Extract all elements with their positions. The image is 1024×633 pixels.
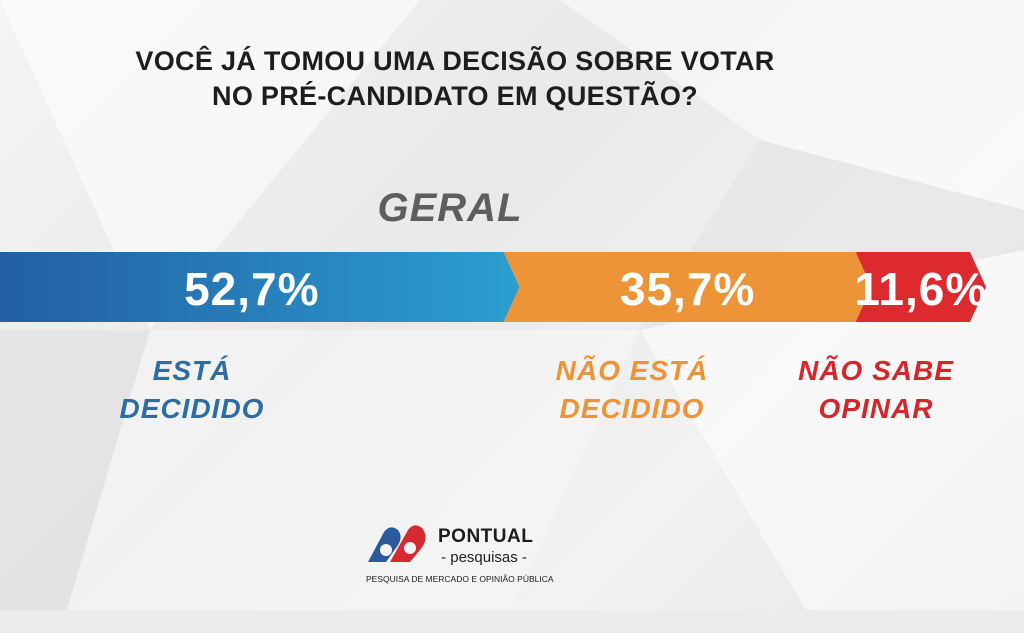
bar-segment-nao-decidido bbox=[503, 252, 872, 322]
category-label-decidido: ESTÁ DECIDIDO bbox=[82, 352, 302, 428]
category-label-nao-sabe-line1: NÃO SABE bbox=[798, 355, 954, 386]
stacked-bar bbox=[0, 252, 986, 322]
logo-tagline: PESQUISA DE MERCADO E OPINIÃO PÚBLICA bbox=[366, 574, 554, 584]
bar-segment-decidido bbox=[0, 252, 520, 322]
category-label-nao-decidido-line1: NÃO ESTÁ bbox=[555, 355, 709, 386]
chart-title: VOCÊ JÁ TOMOU UMA DECISÃO SOBRE VOTAR NO… bbox=[60, 44, 850, 114]
category-label-decidido-line1: ESTÁ bbox=[152, 355, 232, 386]
bar-segment-nao-sabe bbox=[855, 252, 986, 322]
title-line-2: NO PRÉ-CANDIDATO EM QUESTÃO? bbox=[212, 81, 698, 111]
category-label-nao-decidido: NÃO ESTÁ DECIDIDO bbox=[522, 352, 742, 428]
value-label-decidido: 52,7% bbox=[184, 263, 320, 315]
logo-sub: - pesquisas - bbox=[441, 549, 527, 566]
category-label-decidido-line2: DECIDIDO bbox=[119, 393, 265, 424]
title-line-1: VOCÊ JÁ TOMOU UMA DECISÃO SOBRE VOTAR bbox=[135, 46, 775, 76]
pontual-logo: PONTUAL - pesquisas - PESQUISA DE MERCAD… bbox=[364, 522, 564, 592]
logo-mark-icon bbox=[368, 525, 426, 562]
logo-name: PONTUAL bbox=[438, 526, 534, 547]
value-label-nao-decidido: 35,7% bbox=[619, 263, 756, 315]
category-label-nao-decidido-line2: DECIDIDO bbox=[559, 393, 705, 424]
chart-subtitle: GERAL bbox=[377, 186, 523, 230]
category-label-nao-sabe: NÃO SABE OPINAR bbox=[766, 352, 986, 428]
value-label-nao-sabe: 11,6% bbox=[854, 263, 988, 315]
category-label-nao-sabe-line2: OPINAR bbox=[818, 393, 934, 424]
